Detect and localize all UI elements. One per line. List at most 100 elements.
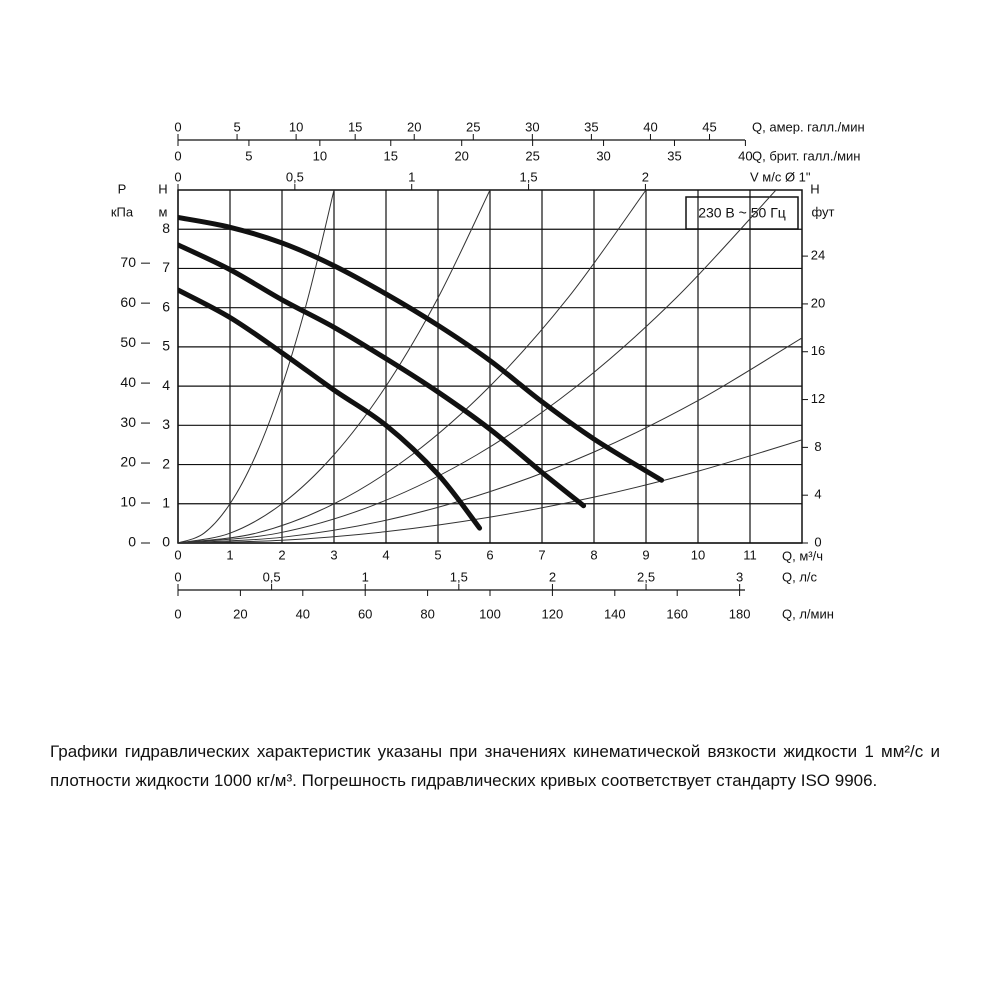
tick-label: 20: [407, 119, 421, 134]
tick-label: 1,5: [450, 569, 468, 584]
tick-label: 140: [604, 606, 626, 621]
y-tick-label: 2: [162, 455, 170, 471]
tick-label: 3: [736, 569, 743, 584]
y-axis-label: H: [158, 181, 167, 196]
tick-label: 100: [479, 606, 501, 621]
tick-label: 0: [174, 569, 181, 584]
system-curve: [178, 190, 335, 543]
tick-label: 15: [348, 119, 362, 134]
tick-label: 20: [120, 454, 136, 470]
tick-label: 60: [120, 294, 136, 310]
y-tick-label: 1: [162, 494, 170, 510]
tick-label: 80: [420, 606, 434, 621]
x-tick-label: 10: [691, 547, 705, 562]
tick-label: 40: [120, 374, 136, 390]
tick-label: 50: [120, 334, 136, 350]
tick-label: 40: [296, 606, 310, 621]
tick-label: 2: [549, 569, 556, 584]
tick-label: 40: [738, 148, 752, 163]
tick-label: 1: [362, 569, 369, 584]
x-tick-label: 9: [642, 547, 649, 562]
x-tick-label: 7: [538, 547, 545, 562]
tick-label: 25: [466, 119, 480, 134]
x-axis-label: Q, м³/ч: [782, 548, 823, 563]
axis-label: V м/с Ø 1": [750, 169, 811, 184]
x-tick-label: 11: [743, 547, 757, 562]
x-tick-label: 3: [330, 547, 337, 562]
system-curve: [178, 190, 647, 543]
tick-label: 35: [584, 119, 598, 134]
tick-label: 40: [643, 119, 657, 134]
axis-label: Q, л/с: [782, 569, 818, 584]
tick-label: 60: [358, 606, 372, 621]
tick-label: 10: [120, 494, 136, 510]
y-tick-label: 6: [162, 298, 170, 314]
tick-label: 8: [814, 439, 821, 454]
tick-label: 15: [384, 148, 398, 163]
axis-label: Q, брит. галл./мин: [752, 148, 860, 163]
tick-label: 30: [120, 414, 136, 430]
pump-curve: [178, 214, 665, 483]
tick-label: 2,5: [637, 569, 655, 584]
tick-label: 0: [174, 606, 181, 621]
axis-label: H: [810, 181, 819, 196]
tick-label: 20: [233, 606, 247, 621]
x-tick-label: 0: [174, 547, 181, 562]
tick-label: 5: [245, 148, 252, 163]
legend-text: 230 В ~ 50 Гц: [698, 205, 786, 221]
tick-label: 0,5: [263, 569, 281, 584]
tick-label: 45: [702, 119, 716, 134]
legend-box: [685, 196, 799, 230]
axis-unit: фут: [811, 204, 834, 219]
x-tick-label: 1: [226, 547, 233, 562]
x-tick-label: 2: [278, 547, 285, 562]
axis-label: P: [118, 181, 127, 196]
pump-curve: [178, 287, 483, 531]
x-tick-label: 4: [382, 547, 389, 562]
y-axis-unit: м: [159, 204, 168, 219]
tick-label: 70: [120, 254, 136, 270]
tick-label: 160: [666, 606, 688, 621]
y-tick-label: 3: [162, 416, 170, 432]
tick-label: 25: [525, 148, 539, 163]
tick-label: 0: [174, 148, 181, 163]
tick-label: 10: [313, 148, 327, 163]
tick-label: 0: [128, 534, 136, 550]
system-curve: [178, 190, 491, 543]
tick-label: 16: [811, 343, 825, 358]
tick-label: 5: [233, 119, 240, 134]
tick-label: 10: [289, 119, 303, 134]
tick-label: 180: [729, 606, 751, 621]
caption: Графики гидравлических характеристик ука…: [50, 742, 940, 790]
x-tick-label: 5: [434, 547, 441, 562]
y-tick-label: 0: [162, 534, 170, 550]
tick-label: 1,5: [520, 169, 538, 184]
system-curve: [178, 337, 802, 543]
y-tick-label: 4: [162, 377, 170, 393]
tick-label: 0,5: [286, 169, 304, 184]
y-tick-label: 5: [162, 338, 170, 354]
tick-label: 20: [811, 295, 825, 310]
system-curve: [178, 439, 802, 543]
tick-label: 1: [408, 169, 415, 184]
tick-label: 0: [174, 119, 181, 134]
tick-label: 12: [811, 391, 825, 406]
tick-label: 30: [525, 119, 539, 134]
x-tick-label: 8: [590, 547, 597, 562]
tick-label: 0: [174, 169, 181, 184]
system-curve: [178, 190, 777, 543]
y-tick-label: 8: [162, 220, 170, 236]
tick-label: 0: [814, 534, 821, 549]
axis-label: Q, амер. галл./мин: [752, 119, 865, 134]
axis-label: Q, л/мин: [782, 606, 834, 621]
y-tick-label: 7: [162, 259, 170, 275]
axis-unit: кПа: [111, 204, 134, 219]
tick-label: 35: [667, 148, 681, 163]
tick-label: 2: [642, 169, 649, 184]
tick-label: 120: [542, 606, 564, 621]
tick-label: 20: [454, 148, 468, 163]
tick-label: 24: [811, 248, 825, 263]
x-tick-label: 6: [486, 547, 493, 562]
chart: 230 В ~ 50 Гц 0 1 2 3 4 5 6 7 8 9 10 11012345678Q, …: [111, 119, 865, 621]
